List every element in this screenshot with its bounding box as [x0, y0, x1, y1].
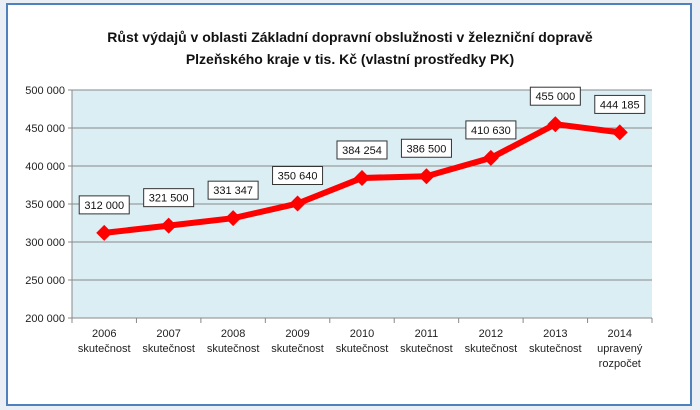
data-point: [225, 210, 242, 227]
x-tick-label: 2006: [92, 328, 116, 340]
data-label: 312 000: [84, 200, 124, 212]
data-point: [611, 124, 628, 141]
x-tick-label: skutečnost: [336, 343, 389, 355]
y-tick-label: 250 000: [25, 275, 65, 287]
x-tick-label: skutečnost: [78, 343, 131, 355]
x-tick-label: skutečnost: [142, 343, 195, 355]
y-tick-label: 500 000: [25, 85, 65, 97]
chart-title: Růst výdajů v oblasti Základní dopravní …: [107, 29, 593, 45]
y-tick-label: 450 000: [25, 123, 65, 135]
data-label-box: [529, 86, 581, 106]
data-label: 444 185: [600, 99, 640, 111]
data-label-box: [78, 195, 130, 215]
data-point: [418, 168, 435, 185]
data-point: [160, 217, 177, 234]
x-tick-label: 2011: [415, 328, 439, 340]
x-tick-label: skutečnost: [400, 343, 453, 355]
x-tick-label: skutečnost: [271, 343, 324, 355]
data-point: [96, 224, 113, 241]
x-tick-label: 2009: [285, 328, 309, 340]
data-label: 455 000: [535, 91, 575, 103]
x-tick-label: rozpočet: [599, 358, 641, 370]
x-tick-label: 2012: [479, 328, 503, 340]
data-point: [289, 195, 306, 212]
x-tick-label: 2013: [543, 328, 567, 340]
chart-title-block: Růst výdajů v oblasti Základní dopravní …: [0, 26, 700, 70]
data-label: 321 500: [149, 193, 189, 205]
data-label: 410 630: [471, 125, 511, 137]
data-point: [354, 169, 370, 186]
y-tick-label: 200 000: [25, 313, 65, 325]
x-tick-label: skutečnost: [207, 343, 260, 355]
chart-subtitle: Plzeňského kraje v tis. Kč (vlastní pros…: [185, 51, 515, 67]
data-point: [482, 149, 499, 166]
data-label-box: [336, 140, 388, 160]
data-label-box: [400, 138, 452, 158]
data-label: 384 254: [342, 145, 382, 157]
data-label-box: [272, 166, 324, 186]
data-label-box: [207, 180, 259, 200]
data-label-box: [594, 94, 646, 114]
x-tick-label: skutečnost: [465, 343, 518, 355]
data-label: 386 500: [407, 143, 447, 155]
y-tick-label: 350 000: [25, 199, 65, 211]
data-label-box: [143, 188, 195, 208]
data-label: 350 640: [278, 171, 318, 183]
x-tick-label: 2014: [608, 328, 632, 340]
data-label-box: [465, 120, 517, 140]
x-tick-label: 2008: [221, 328, 245, 340]
data-point: [547, 116, 564, 133]
y-tick-label: 300 000: [25, 237, 65, 249]
x-tick-label: skutečnost: [529, 343, 582, 355]
x-tick-label: 2007: [156, 328, 180, 340]
x-tick-label: 2010: [350, 328, 374, 340]
x-tick-label: upravený: [597, 343, 643, 355]
data-label: 331 347: [213, 185, 253, 197]
y-tick-label: 400 000: [25, 161, 65, 173]
